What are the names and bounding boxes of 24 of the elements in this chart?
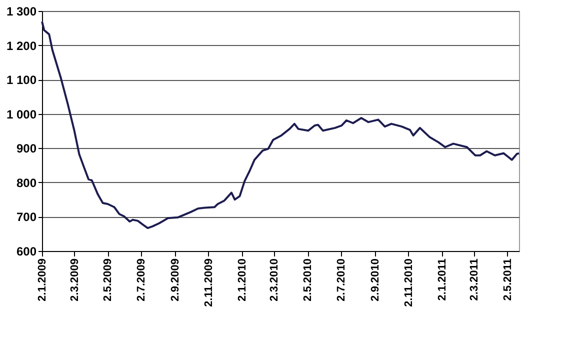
x-tick-label: 2.9.2010 [369, 258, 382, 302]
x-tick-label: 2.7.2009 [136, 258, 148, 302]
x-tick-label: 2.1.2011 [436, 258, 448, 301]
x-tick-label: 2.3.2009 [68, 258, 81, 302]
x-tick-label: 2.5.2010 [302, 258, 314, 302]
y-tick-label: 1 300 [6, 4, 37, 18]
y-tick-label: 1 000 [6, 107, 37, 122]
line-series [41, 20, 520, 230]
y-tick-label: 600 [16, 244, 37, 258]
y-tick-label: 900 [16, 142, 37, 156]
y-tick-label: 700 [16, 210, 37, 224]
x-tick-label: 2.9.2009 [170, 258, 182, 302]
x-tick-label: 2.3.2011 [468, 258, 481, 301]
x-tick-label: 2.11.2010 [402, 258, 415, 307]
y-tick-label: 1 100 [6, 73, 37, 88]
x-tick-label: 2.5.2009 [102, 258, 114, 302]
x-tick-label: 2.1.2009 [36, 258, 48, 302]
x-tick-label: 2.11.2009 [202, 258, 215, 307]
y-tick-label: 800 [16, 176, 37, 190]
x-tick-label: 2.3.2010 [268, 258, 281, 302]
x-tick-label: 2.1.2010 [236, 258, 248, 302]
x-tick-label: 2.7.2010 [336, 258, 348, 302]
x-tick-label: 2.5.2011 [502, 258, 514, 301]
y-tick-label: 1 200 [6, 38, 37, 53]
